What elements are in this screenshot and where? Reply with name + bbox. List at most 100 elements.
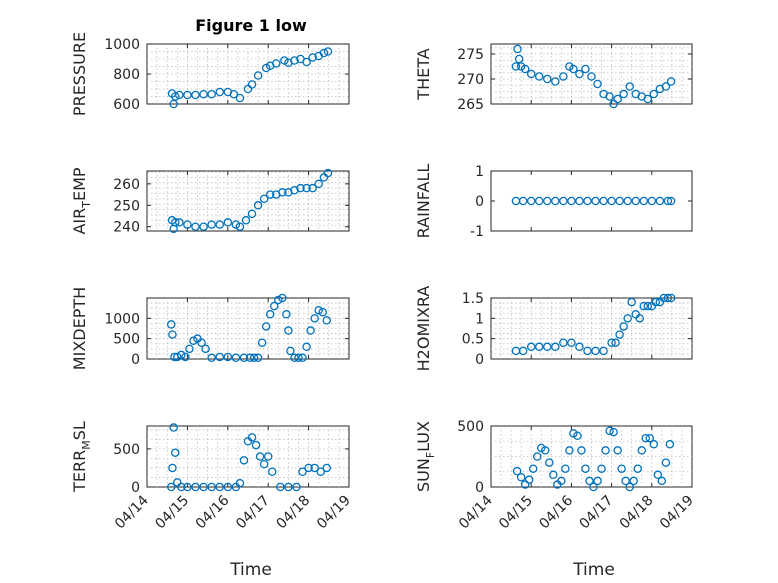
data-point (591, 346, 600, 356)
y-axis-label: MIXDEPTH (70, 287, 89, 370)
data-point (666, 196, 676, 206)
data-point (302, 57, 311, 67)
data-point (593, 476, 602, 486)
y-axis-label: RAINFALL (414, 164, 433, 239)
data-point (633, 464, 642, 473)
x-tick-label: 04/19 (314, 493, 354, 533)
data-point (261, 63, 271, 73)
data-point (235, 478, 245, 488)
data-point (278, 293, 287, 303)
data-point (183, 220, 192, 229)
data-point (583, 346, 592, 356)
x-tick-label: 04/14 (456, 492, 496, 532)
data-point (183, 90, 192, 100)
x-axis-label-right: Time (572, 560, 615, 580)
data-point (663, 293, 673, 303)
data-point (166, 482, 176, 492)
y-tick-label: 800 (113, 67, 140, 83)
data-point (323, 47, 333, 56)
x-tick-label: 04/18 (617, 493, 657, 533)
data-point (514, 54, 524, 64)
x-tick-label: 04/19 (657, 493, 697, 533)
data-point (534, 196, 544, 206)
data-point (319, 48, 329, 58)
data-point (516, 472, 526, 482)
y-axis-label: SUNFLUX (414, 421, 437, 492)
data-point (284, 326, 293, 335)
data-point (272, 59, 281, 68)
y-tick-label: 0 (131, 480, 140, 496)
data-point (551, 196, 560, 206)
data-point (661, 458, 671, 467)
x-tick-label: 04/16 (193, 492, 233, 532)
data-point (302, 183, 311, 193)
y-tick-label: 0 (475, 480, 484, 496)
data-point (559, 196, 568, 206)
subplot-8: 0 500 04/14 04/15 04/16 04/17 04/18 04/19 SUNFLU… (414, 419, 697, 532)
y-tick-label: 0.5 (462, 332, 484, 348)
x-tick-label: 04/16 (536, 492, 576, 532)
data-point (645, 433, 655, 443)
series-markers (511, 293, 676, 356)
data-point (257, 338, 267, 347)
data-point (197, 338, 206, 347)
data-point (173, 352, 182, 362)
x-tick-label: 04/17 (577, 493, 617, 533)
y-axis-label: H2OMIXRA (414, 286, 433, 372)
data-point (534, 342, 544, 352)
data-point (175, 90, 184, 100)
data-point (526, 196, 536, 206)
data-point (619, 322, 628, 331)
data-point (207, 482, 216, 492)
data-point (308, 53, 317, 62)
data-point (239, 456, 249, 465)
data-point (575, 342, 584, 352)
data-point (292, 482, 301, 492)
data-point (543, 74, 552, 84)
data-point (625, 82, 634, 91)
data-point (635, 314, 644, 323)
data-point (621, 476, 630, 486)
data-point (251, 440, 261, 450)
data-point (263, 452, 273, 461)
data-point (615, 330, 624, 339)
data-point (177, 350, 186, 360)
data-point (286, 346, 295, 356)
y-tick-label: 250 (113, 198, 140, 214)
data-point (601, 446, 610, 455)
data-point (532, 452, 542, 461)
data-point (524, 475, 534, 484)
data-point (229, 90, 239, 99)
data-point (298, 353, 307, 363)
data-point (168, 330, 177, 339)
data-point (308, 183, 317, 193)
data-point (294, 353, 303, 363)
data-point (545, 458, 554, 467)
data-point (597, 464, 606, 473)
y-tick-label: 240 (113, 220, 140, 236)
y-tick-label: 500 (457, 419, 484, 435)
x-tick-label: 04/15 (496, 493, 536, 533)
data-point (653, 470, 663, 480)
y-tick-label: 0 (475, 352, 484, 368)
data-point (561, 464, 570, 473)
y-tick-label: 1000 (104, 37, 140, 53)
data-point (591, 196, 600, 206)
data-point (280, 56, 289, 65)
data-point (274, 295, 283, 305)
data-point (625, 482, 634, 492)
data-point (518, 196, 528, 206)
data-point (647, 196, 657, 206)
data-point (627, 297, 636, 307)
data-point (567, 338, 576, 347)
data-point (207, 353, 216, 363)
data-point (541, 446, 550, 455)
series-markers (167, 168, 333, 234)
subplot-1: 600 800 1000 PRESSURE (70, 32, 350, 116)
y-axis-label: PRESSURE (70, 32, 89, 116)
data-point (298, 467, 307, 476)
data-point (171, 448, 180, 457)
data-point (215, 220, 224, 229)
data-point (270, 301, 279, 311)
data-point (613, 94, 622, 104)
